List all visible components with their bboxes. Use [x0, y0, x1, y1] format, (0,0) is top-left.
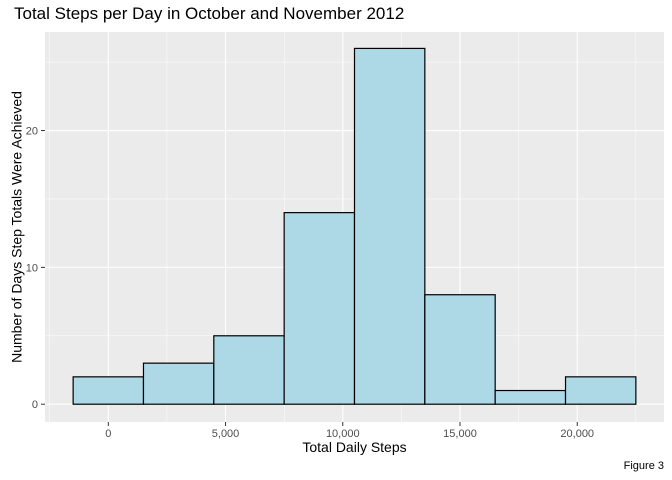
histogram-bars: [72, 47, 637, 405]
x-axis-ticks: 0 5,000 10,000 15,000 20,000: [105, 422, 594, 440]
x-tick-label: 20,000: [560, 428, 594, 440]
histogram-bar: [494, 389, 567, 405]
histogram-bar: [353, 47, 426, 405]
y-axis-title: Number of Days Step Totals Were Achieved: [9, 91, 25, 363]
x-tick-label: 0: [105, 428, 111, 440]
chart-title: Total Steps per Day in October and Novem…: [14, 4, 405, 23]
y-axis-ticks: 0 10 20: [26, 126, 45, 411]
histogram-bar: [72, 376, 145, 405]
histogram-bar: [564, 376, 637, 405]
y-tick-label: 0: [32, 399, 38, 411]
y-tick-label: 10: [26, 262, 38, 274]
histogram-bar: [424, 294, 496, 405]
x-tick-label: 5,000: [212, 428, 240, 440]
figure-caption: Figure 3: [623, 460, 664, 472]
x-tick-label: 10,000: [326, 428, 360, 440]
histogram-bar: [283, 212, 356, 405]
x-tick-label: 15,000: [443, 428, 477, 440]
histogram-bar: [142, 362, 215, 405]
histogram-bar: [213, 335, 285, 405]
y-tick-label: 20: [26, 126, 38, 138]
x-axis-title: Total Daily Steps: [302, 439, 406, 455]
